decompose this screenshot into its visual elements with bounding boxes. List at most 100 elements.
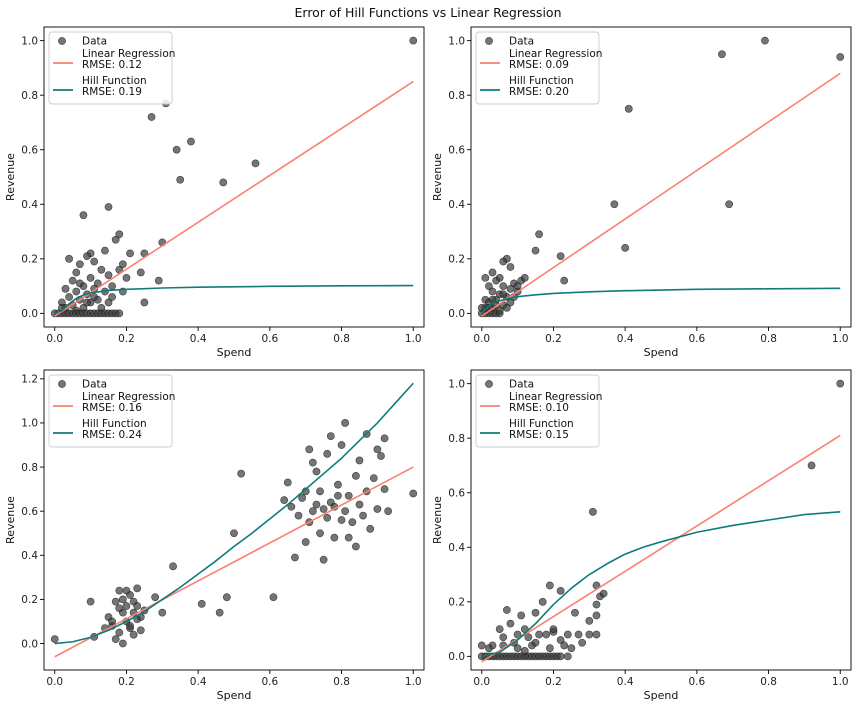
- data-point: [373, 505, 382, 513]
- data-point: [115, 628, 124, 637]
- y-tick-label: 1.0: [448, 378, 465, 390]
- data-point: [380, 434, 389, 443]
- y-tick-label: 0.2: [448, 254, 465, 266]
- legend-hill-label: Hill Function: [509, 418, 574, 430]
- data-point: [316, 529, 324, 538]
- x-axis-label: Spend: [644, 346, 679, 359]
- axes-frame: [470, 369, 852, 671]
- legend-box: [475, 374, 600, 448]
- data-point: [122, 602, 131, 610]
- data-point: [147, 113, 156, 121]
- data-point: [111, 235, 120, 244]
- legend-data-label: Data: [509, 36, 534, 48]
- data-point: [122, 586, 131, 595]
- data-point: [50, 635, 59, 644]
- y-tick-label: 0.4: [21, 550, 38, 562]
- data-point: [108, 617, 117, 626]
- data-point: [585, 617, 594, 625]
- data-point: [61, 284, 70, 293]
- data-point: [807, 461, 816, 470]
- data-point: [488, 287, 497, 296]
- y-tick-label: 0.8: [448, 433, 465, 445]
- x-tick-label: 0.2: [545, 333, 562, 345]
- data-point: [118, 260, 127, 269]
- data-point: [517, 611, 526, 620]
- data-point: [384, 507, 393, 516]
- data-point: [502, 606, 511, 614]
- x-tick-label: 0.0: [46, 333, 63, 345]
- data-point: [337, 516, 346, 524]
- data-point: [341, 507, 350, 516]
- x-tick-label: 0.4: [617, 676, 634, 688]
- data-point: [355, 456, 364, 465]
- x-tick-label: 0.6: [261, 333, 278, 345]
- legend-data-marker: [485, 380, 493, 388]
- data-point: [219, 178, 228, 187]
- y-tick-label: 0.6: [448, 488, 465, 500]
- data-point: [545, 644, 554, 653]
- x-axis-label: Spend: [644, 689, 679, 702]
- data-point: [592, 611, 601, 620]
- data-point: [301, 538, 310, 546]
- linear-regression-line: [481, 72, 841, 317]
- legend-hill-rmse: RMSE: 0.20: [509, 86, 569, 98]
- legend-box: [48, 31, 173, 105]
- data-point: [563, 652, 572, 661]
- data-point: [316, 487, 324, 496]
- y-tick-label: 1.0: [21, 35, 38, 47]
- legend-data-marker: [58, 380, 66, 388]
- data-point: [599, 589, 608, 598]
- data-point: [477, 641, 486, 650]
- x-tick-label: 0.6: [688, 676, 705, 688]
- data-point: [197, 599, 206, 608]
- x-tick-label: 0.6: [688, 333, 705, 345]
- data-point: [556, 652, 565, 661]
- data-point: [111, 597, 120, 606]
- data-point: [351, 471, 360, 480]
- data-point: [291, 553, 299, 562]
- legend-data-marker: [485, 37, 493, 45]
- data-point: [280, 496, 289, 505]
- data-point: [366, 524, 375, 533]
- data-point: [323, 513, 332, 522]
- x-tick-label: 0.8: [333, 333, 350, 345]
- data-point: [75, 260, 84, 269]
- hill-function-curve: [54, 382, 414, 645]
- y-axis-label: Revenue: [431, 153, 444, 201]
- data-point: [488, 268, 497, 277]
- data-point: [485, 282, 493, 290]
- data-point: [477, 304, 486, 312]
- data-point: [344, 491, 353, 500]
- x-tick-label: 0.8: [333, 676, 350, 688]
- data-point: [104, 298, 113, 307]
- data-point: [355, 500, 364, 509]
- data-point: [836, 53, 845, 61]
- data-point: [574, 630, 583, 639]
- x-tick-label: 0.2: [118, 333, 135, 345]
- data-point: [585, 630, 594, 639]
- data-point: [499, 633, 508, 642]
- data-point: [592, 600, 601, 609]
- data-point: [334, 480, 342, 489]
- data-point: [481, 274, 490, 282]
- data-point: [158, 608, 167, 617]
- data-point: [718, 50, 726, 59]
- data-point: [65, 254, 73, 263]
- x-tick-label: 0.8: [760, 676, 777, 688]
- linear-regression-line: [481, 434, 841, 663]
- data-point: [560, 641, 569, 650]
- data-point: [531, 246, 540, 255]
- data-point: [531, 608, 540, 617]
- data-point: [115, 604, 124, 613]
- data-point: [115, 309, 124, 318]
- hill-function-curve: [54, 284, 414, 315]
- data-point: [359, 511, 367, 520]
- data-point: [129, 630, 138, 639]
- data-point: [305, 445, 314, 454]
- data-point: [187, 137, 195, 146]
- data-point: [531, 638, 540, 647]
- data-point: [535, 230, 544, 239]
- x-tick-label: 0.4: [190, 333, 207, 345]
